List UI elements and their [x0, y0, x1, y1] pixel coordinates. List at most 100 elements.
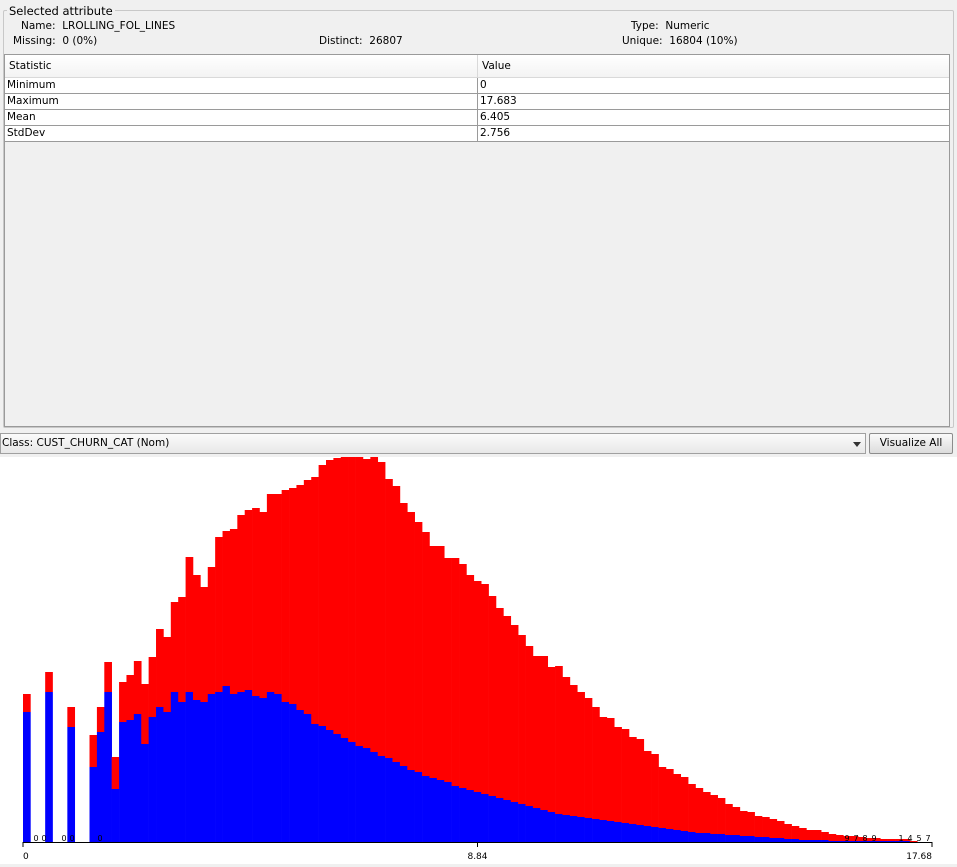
- histogram-bar: [141, 684, 149, 744]
- histogram-bar: [725, 835, 733, 842]
- histogram-bar: [355, 746, 364, 842]
- histogram-bar: [348, 449, 356, 742]
- table-row[interactable]: StdDev 2.756: [5, 126, 949, 142]
- visualize-all-button[interactable]: Visualize All: [869, 433, 953, 454]
- histogram-bar: [229, 694, 238, 842]
- panel-title: Selected attribute: [7, 4, 115, 18]
- histogram-bar: [732, 807, 741, 835]
- histogram-bar: [326, 730, 334, 842]
- histogram-bar: [547, 667, 556, 812]
- histogram-bar: [621, 729, 630, 823]
- histogram-bar: [540, 810, 549, 842]
- histogram-bar: [762, 817, 770, 837]
- histogram-bar: [784, 839, 792, 842]
- histogram-bar: [880, 841, 888, 842]
- histogram-bar: [902, 841, 911, 842]
- histogram-bar: [695, 833, 704, 842]
- histogram-bar: [355, 448, 364, 746]
- histogram-bar: [170, 692, 179, 842]
- histogram-bar: [422, 532, 430, 776]
- histogram-bar: [762, 837, 770, 842]
- histogram-bar: [887, 841, 896, 842]
- histogram-bar: [555, 666, 563, 814]
- table-row[interactable]: Maximum 17.683: [5, 94, 949, 110]
- chevron-down-icon[interactable]: [853, 442, 861, 447]
- histogram-bar: [237, 515, 246, 692]
- column-header-value[interactable]: Value: [482, 60, 511, 72]
- histogram-bar: [318, 726, 327, 842]
- column-header-statistic[interactable]: Statistic: [5, 55, 478, 77]
- table-row[interactable]: Minimum 0: [5, 78, 949, 94]
- histogram-bar: [673, 774, 682, 830]
- histogram-bar: [392, 486, 401, 762]
- histogram-bar: [407, 512, 415, 770]
- class-attribute-dropdown[interactable]: Class: CUST_CHURN_CAT (Nom): [0, 433, 866, 454]
- histogram-bar: [237, 692, 246, 842]
- histogram-bar: [577, 692, 585, 817]
- histogram-bar: [813, 840, 822, 842]
- histogram-bar: [798, 840, 807, 842]
- histogram-bar: [481, 584, 489, 794]
- histogram-bar: [207, 567, 216, 694]
- histogram-bar: [215, 692, 223, 842]
- histogram-bar: [96, 707, 105, 732]
- histogram-bar: [133, 714, 142, 842]
- histogram-bar: [518, 804, 526, 842]
- histogram-bar: [828, 841, 837, 842]
- histogram-bar: [444, 782, 452, 842]
- histogram-bar: [126, 675, 135, 720]
- histogram-bar: [377, 462, 386, 756]
- histogram-bar: [717, 834, 726, 842]
- histogram-bar: [377, 756, 386, 842]
- missing-value: 0 (0%): [62, 35, 98, 47]
- histogram-bar: [813, 830, 822, 840]
- bin-count-label: 4: [907, 834, 912, 843]
- histogram-bar: [843, 836, 852, 841]
- distinct-label: Distinct:: [319, 35, 363, 47]
- histogram-bar: [747, 836, 755, 842]
- histogram-bar: [436, 546, 445, 780]
- distinct-value: 26807: [369, 35, 403, 47]
- histogram-bar: [495, 608, 504, 798]
- histogram-bar: [252, 508, 260, 696]
- table-row[interactable]: Mean 6.405: [5, 110, 949, 126]
- histogram-bar: [865, 841, 874, 842]
- attribute-name: Name: LROLLING_FOL_LINES: [21, 20, 175, 32]
- histogram-bar: [466, 790, 475, 842]
- histogram-bar: [192, 575, 201, 700]
- histogram-bar: [835, 835, 844, 841]
- histogram-bar: [555, 814, 563, 842]
- histogram-bar: [23, 694, 31, 712]
- histogram-bar: [222, 686, 231, 842]
- histogram-bar: [266, 494, 275, 692]
- x-tick-label: 17.68: [906, 852, 932, 862]
- histogram-bar: [370, 752, 379, 842]
- histogram-bar: [747, 812, 755, 836]
- unique-value: 16804 (10%): [669, 35, 738, 47]
- histogram-bar: [710, 834, 718, 842]
- bin-count-label: 0: [41, 834, 46, 843]
- histogram-bar: [835, 841, 844, 842]
- histogram-bar: [274, 694, 282, 842]
- histogram-bar: [333, 458, 342, 734]
- attribute-missing: Missing: 0 (0%): [13, 35, 97, 47]
- histogram-bar: [266, 692, 275, 842]
- bin-count-label: 0: [97, 834, 102, 843]
- histogram-bar: [156, 707, 164, 842]
- histogram-bar: [311, 477, 319, 724]
- histogram-bar: [495, 798, 504, 842]
- histogram-bar: [481, 794, 489, 842]
- histogram-bar: [895, 839, 903, 841]
- statistics-table[interactable]: Statistic Value Minimum 0 Maximum 17.683…: [4, 54, 950, 427]
- histogram-bar: [717, 798, 726, 834]
- statistic-cell: Mean: [5, 110, 478, 125]
- histogram-bar: [488, 796, 497, 842]
- histogram-bar: [318, 465, 327, 726]
- histogram-bar: [636, 825, 645, 842]
- name-value: LROLLING_FOL_LINES: [62, 20, 176, 32]
- histogram-bar: [629, 824, 637, 842]
- histogram-bar: [289, 488, 297, 704]
- histogram-bar: [399, 503, 408, 766]
- histogram-bar: [170, 602, 179, 692]
- attribute-unique: Unique: 16804 (10%): [622, 35, 738, 47]
